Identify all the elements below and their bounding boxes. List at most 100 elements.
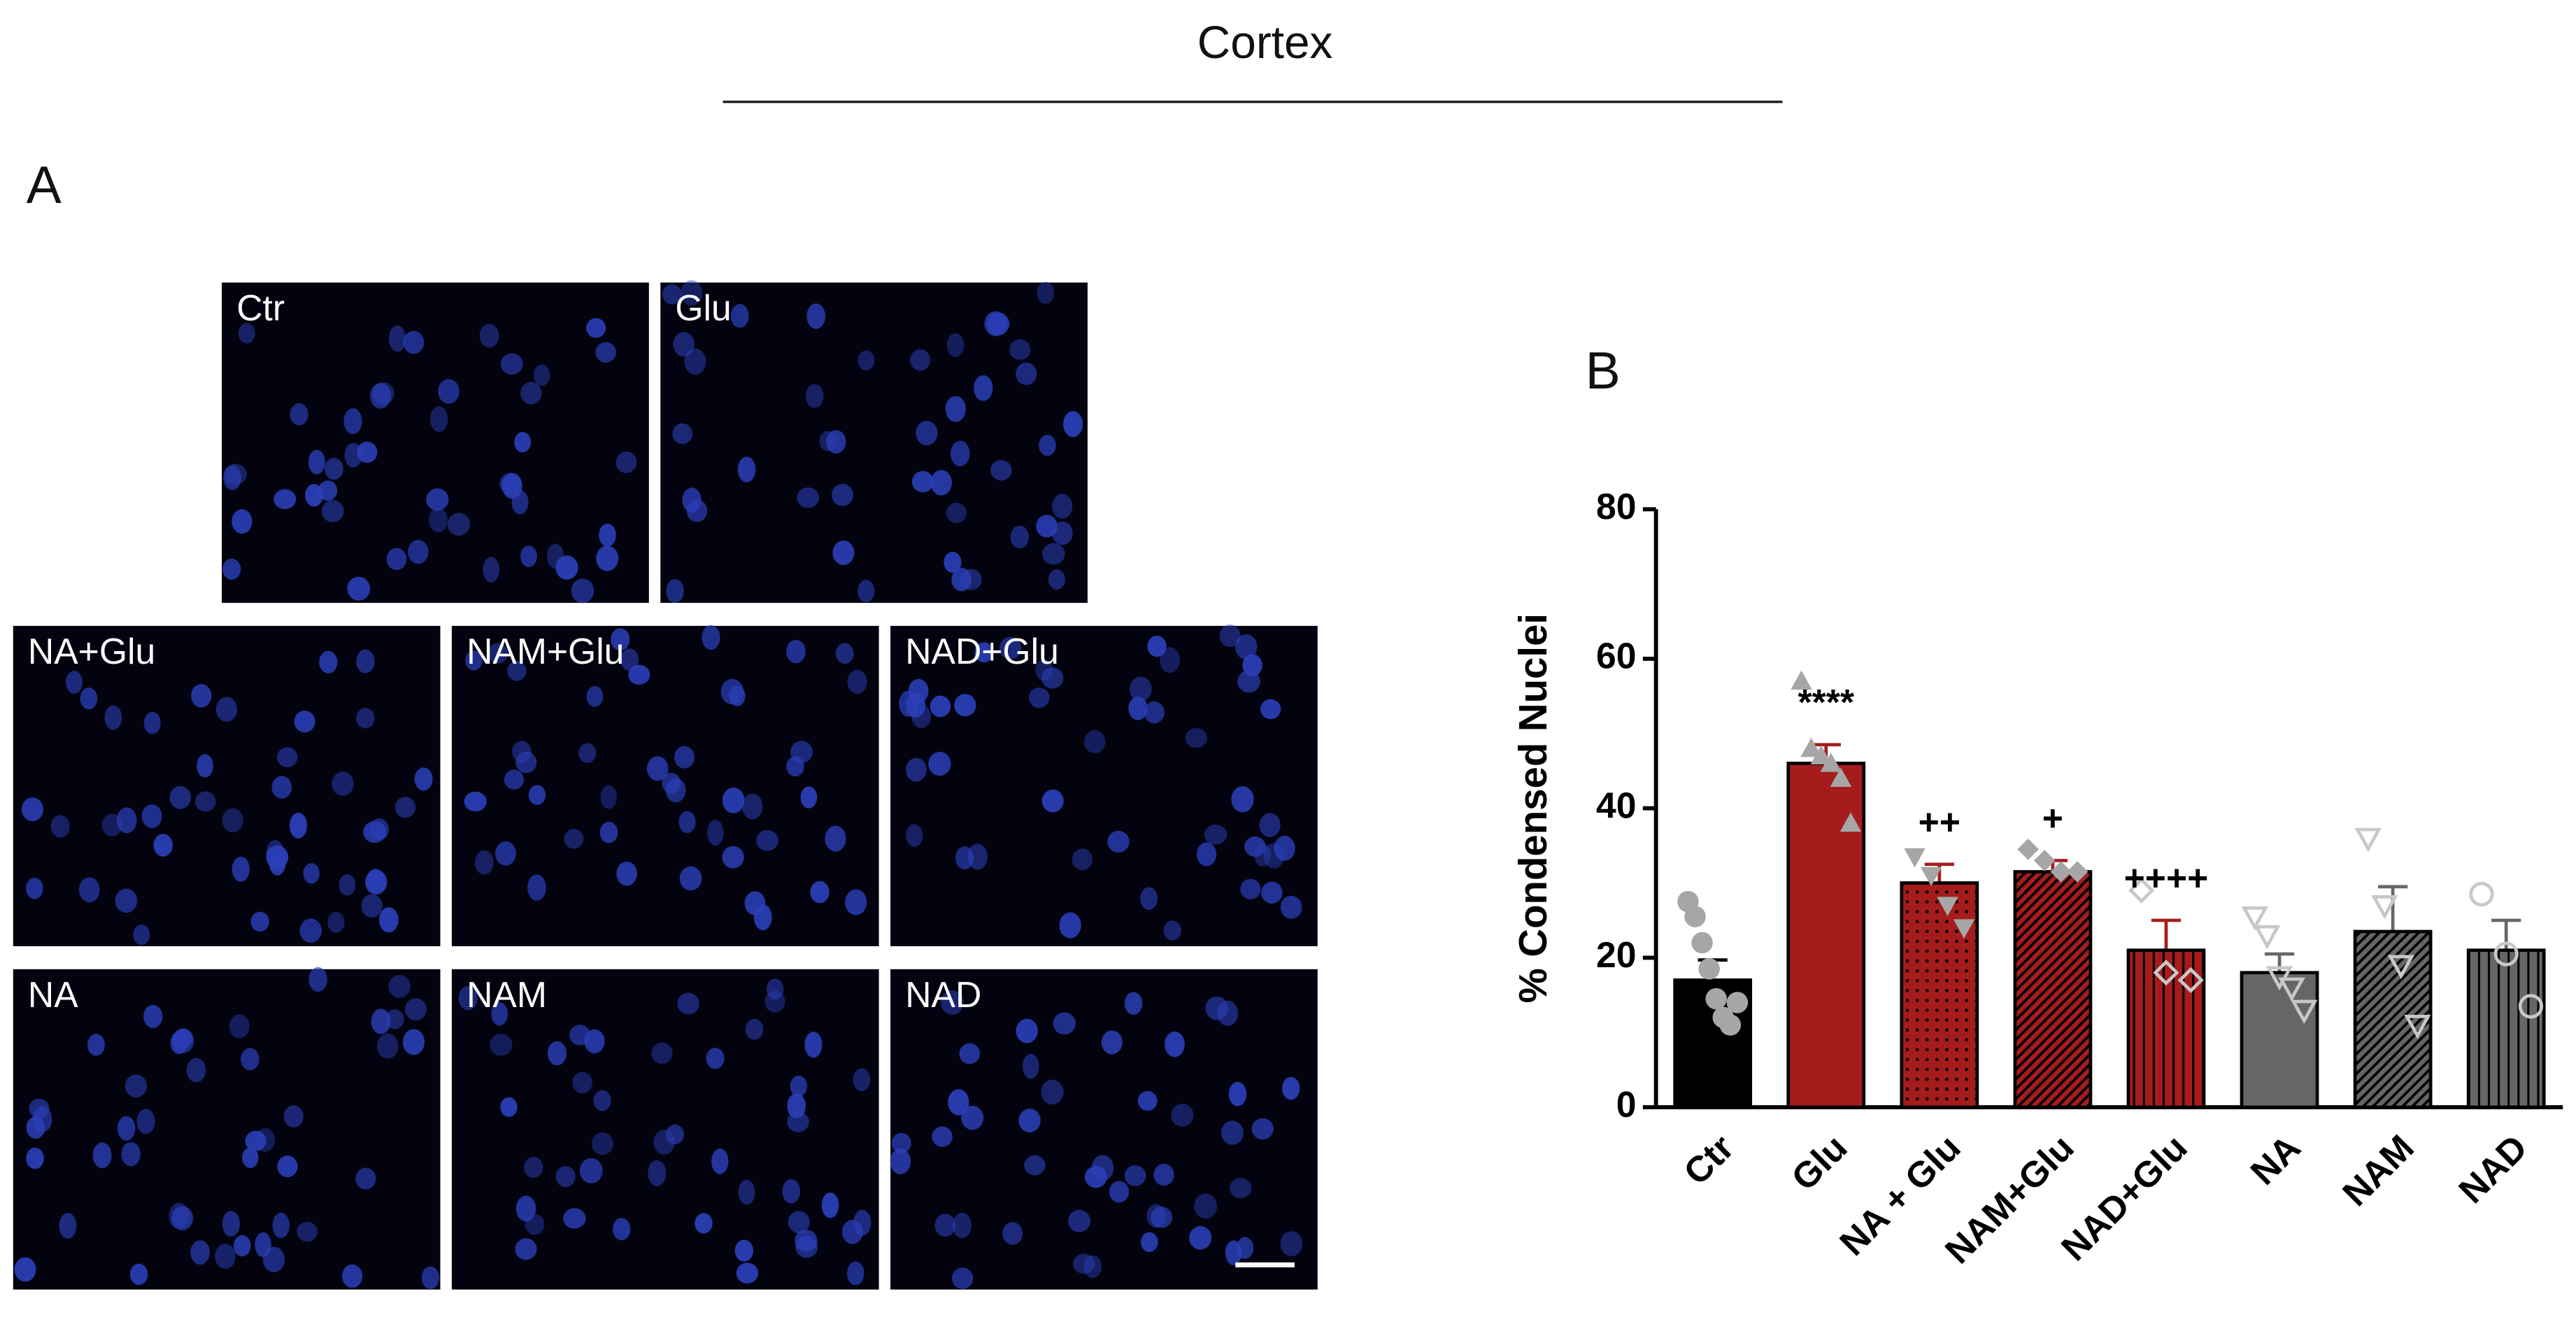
nucleus (143, 1004, 163, 1028)
nucleus (194, 791, 216, 812)
nucleus (124, 1074, 148, 1098)
nucleus (143, 711, 161, 734)
nucleus (1002, 1222, 1023, 1245)
nucleus (520, 382, 542, 405)
nucleus (426, 488, 449, 511)
nucleus (271, 776, 292, 799)
nucleus (967, 843, 988, 870)
nucleus (835, 643, 854, 664)
nucleus (800, 786, 818, 808)
data-point (1840, 812, 1862, 832)
nucleus (891, 1132, 911, 1154)
nucleus (890, 1148, 911, 1175)
nucleus (1144, 701, 1165, 724)
nucleus (1280, 1231, 1303, 1257)
nucleus (376, 1033, 399, 1059)
nucleus (290, 812, 308, 839)
nucleus (229, 1014, 250, 1039)
nucleus (832, 540, 855, 565)
nucleus (367, 868, 385, 892)
bar (2013, 870, 2093, 1109)
nucleus (678, 811, 696, 834)
data-point (2128, 877, 2155, 904)
nucleus (171, 1206, 194, 1231)
nucleus (706, 1048, 725, 1069)
nucleus (464, 791, 487, 812)
x-tick-label: NA (2242, 1127, 2308, 1192)
nucleus (117, 1115, 136, 1141)
nucleus (1107, 830, 1130, 853)
data-point (2291, 999, 2318, 1025)
data-point (2153, 960, 2179, 986)
nucleus (832, 483, 853, 506)
nucleus (1041, 789, 1064, 813)
image-label: Ctr (236, 287, 285, 328)
nucleus (974, 642, 994, 663)
nucleus (527, 874, 546, 901)
nucleus (555, 555, 578, 580)
nucleus (172, 1028, 194, 1053)
nucleus (1016, 1018, 1038, 1043)
nucleus (930, 695, 951, 718)
nucleus (232, 856, 250, 882)
nucleus (361, 894, 383, 918)
nucleus (665, 778, 686, 803)
nucleus (1163, 920, 1181, 941)
nucleus (1204, 825, 1227, 845)
nucleus (951, 567, 972, 592)
nucleus (928, 751, 951, 776)
nucleus (1037, 281, 1055, 304)
nucleus (681, 280, 703, 306)
nucleus (222, 1211, 240, 1237)
nucleus (222, 808, 243, 833)
nucleus (512, 741, 532, 763)
panel-label: A (27, 155, 62, 214)
nucleus (906, 824, 923, 847)
nucleus (672, 423, 693, 444)
nucleus (578, 743, 597, 763)
nucleus (1153, 1163, 1174, 1186)
nucleus (294, 711, 315, 733)
data-point (2033, 850, 2056, 871)
nucleus (674, 746, 695, 769)
nucleus (343, 408, 362, 434)
nucleus (741, 793, 763, 820)
nucleus (215, 1243, 236, 1269)
data-point (1684, 906, 1706, 927)
nucleus (677, 992, 699, 1015)
nucleus (1185, 728, 1208, 748)
significance-label: ++ (1919, 801, 1961, 842)
nucleus (78, 877, 100, 903)
nucleus (238, 322, 255, 344)
x-tick-label: NAD (2451, 1127, 2535, 1211)
nucleus (1254, 843, 1272, 867)
significance-label: + (2042, 798, 2063, 839)
nucleus (290, 403, 308, 426)
nucleus (1041, 667, 1064, 689)
nucleus (810, 881, 830, 904)
nucleus (1068, 1209, 1090, 1232)
nucleus (190, 1240, 211, 1265)
nucleus (277, 1155, 298, 1178)
nucleus (1010, 525, 1030, 549)
nucleus (29, 1098, 50, 1119)
nucleus (363, 821, 386, 843)
nucleus (514, 432, 532, 452)
nucleus (421, 1266, 440, 1290)
nucleus (628, 664, 650, 685)
nucleus (388, 974, 411, 998)
data-point (1726, 992, 1749, 1013)
data-point (1810, 745, 1832, 765)
nucleus (370, 383, 391, 409)
nucleus (790, 741, 813, 764)
data-point (1719, 1014, 1742, 1036)
nucleus (974, 375, 993, 401)
data-point (1791, 670, 1812, 690)
nucleus (858, 350, 875, 371)
nucleus (563, 1208, 586, 1229)
nucleus (753, 904, 772, 931)
panel-label: B (1586, 341, 1621, 399)
nucleus (1240, 878, 1261, 899)
nucleus (911, 471, 934, 492)
